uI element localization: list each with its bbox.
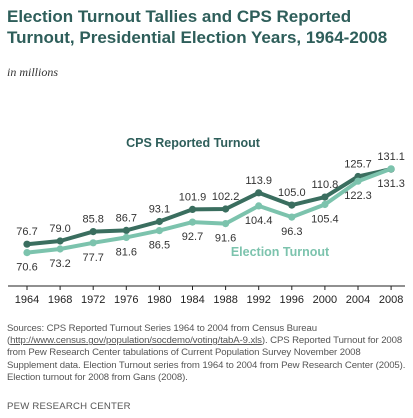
data-point-cps-reported-turnout <box>321 193 329 201</box>
data-label-cps-reported-turnout: 85.8 <box>82 214 103 226</box>
data-point-cps-reported-turnout <box>122 226 130 234</box>
data-label-election-turnout: 77.7 <box>82 252 103 264</box>
x-tick-label: 1984 <box>180 294 204 306</box>
data-label-cps-reported-turnout: 79.0 <box>49 223 70 235</box>
source-rest: ). CPS Reported Turnout for 2008 from Pe… <box>7 335 406 383</box>
x-tick-label: 1972 <box>81 294 105 306</box>
data-point-cps-reported-turnout <box>23 240 31 248</box>
data-label-cps-reported-turnout: 105.0 <box>278 187 306 199</box>
chart-title-line-2: Turnout, Presidential Election Years, 19… <box>7 28 388 47</box>
data-label-cps-reported-turnout: 86.7 <box>116 212 137 224</box>
x-tick-label: 2000 <box>313 294 337 306</box>
x-tick-label: 1976 <box>114 294 138 306</box>
data-point-cps-reported-turnout <box>89 228 97 236</box>
data-label-election-turnout: 122.3 <box>344 190 372 202</box>
data-label-cps-reported-turnout: 102.2 <box>212 191 240 203</box>
data-point-election-turnout <box>288 213 296 221</box>
data-label-election-turnout: 96.3 <box>281 226 302 238</box>
data-point-election-turnout <box>122 233 130 241</box>
data-point-election-turnout <box>56 245 64 253</box>
data-point-cps-reported-turnout <box>188 205 197 213</box>
x-tick-label: 2008 <box>379 294 403 306</box>
unit-label: in millions <box>7 65 59 79</box>
x-tick-label: 1980 <box>147 294 171 306</box>
data-label-cps-reported-turnout: 125.7 <box>344 159 372 171</box>
data-label-election-turnout: 105.4 <box>311 214 339 226</box>
source-prefix: Sources: CPS Reported Turnout Series 196… <box>7 323 317 347</box>
chart-title: Election Turnout Tallies and CPS Reporte… <box>7 6 407 48</box>
data-label-election-turnout: 70.6 <box>16 262 37 274</box>
data-point-election-turnout <box>188 218 197 226</box>
data-label-cps-reported-turnout: 93.1 <box>149 204 170 216</box>
x-tick-label: 1988 <box>213 294 237 306</box>
x-tick-label: 1964 <box>15 294 39 306</box>
legend-cps-reported-turnout: CPS Reported Turnout <box>126 136 261 150</box>
data-label-election-turnout: 92.7 <box>182 231 203 243</box>
source-note: Sources: CPS Reported Turnout Series 196… <box>7 323 407 384</box>
data-point-cps-reported-turnout <box>56 237 64 245</box>
data-point-election-turnout <box>354 177 362 185</box>
data-label-election-turnout: 81.6 <box>116 246 137 258</box>
data-label-election-turnout: 73.2 <box>49 258 70 270</box>
data-label-election-turnout: 131.3 <box>377 178 405 190</box>
data-point-election-turnout <box>155 227 163 235</box>
credit-label: PEW RESEARCH CENTER <box>7 401 131 412</box>
data-point-election-turnout <box>255 202 263 210</box>
data-label-election-turnout: 86.5 <box>149 240 170 252</box>
x-tick-label: 1996 <box>280 294 304 306</box>
data-label-election-turnout: 104.4 <box>245 215 273 227</box>
data-point-election-turnout <box>89 239 97 247</box>
data-label-cps-reported-turnout: 110.8 <box>312 179 339 191</box>
data-label-cps-reported-turnout: 113.9 <box>245 175 272 187</box>
data-point-election-turnout <box>222 220 230 228</box>
x-tick-label: 1992 <box>246 294 270 306</box>
legend-election-turnout: Election Turnout <box>231 245 330 259</box>
data-label-election-turnout: 91.6 <box>215 233 236 245</box>
x-tick-label: 1968 <box>48 294 72 306</box>
series-line-election-turnout <box>26 166 392 255</box>
data-point-cps-reported-turnout <box>255 189 263 197</box>
data-point-election-turnout <box>321 200 329 209</box>
chart-title-line-1: Election Turnout Tallies and CPS Reporte… <box>7 7 352 26</box>
data-point-cps-reported-turnout <box>155 217 163 226</box>
source-link[interactable]: http://www.census.gov/population/socdemo… <box>10 335 262 347</box>
x-tick-label: 2004 <box>346 294 370 306</box>
series-line-cps-reported-turnout <box>26 167 392 247</box>
data-label-cps-reported-turnout: 101.9 <box>179 191 207 203</box>
data-point-election-turnout <box>23 249 31 257</box>
data-label-cps-reported-turnout: 131.1 <box>377 151 405 163</box>
data-point-cps-reported-turnout <box>222 205 230 213</box>
data-label-cps-reported-turnout: 76.7 <box>16 226 37 238</box>
data-point-cps-reported-turnout <box>288 201 296 209</box>
data-point-election-turnout <box>387 165 395 173</box>
